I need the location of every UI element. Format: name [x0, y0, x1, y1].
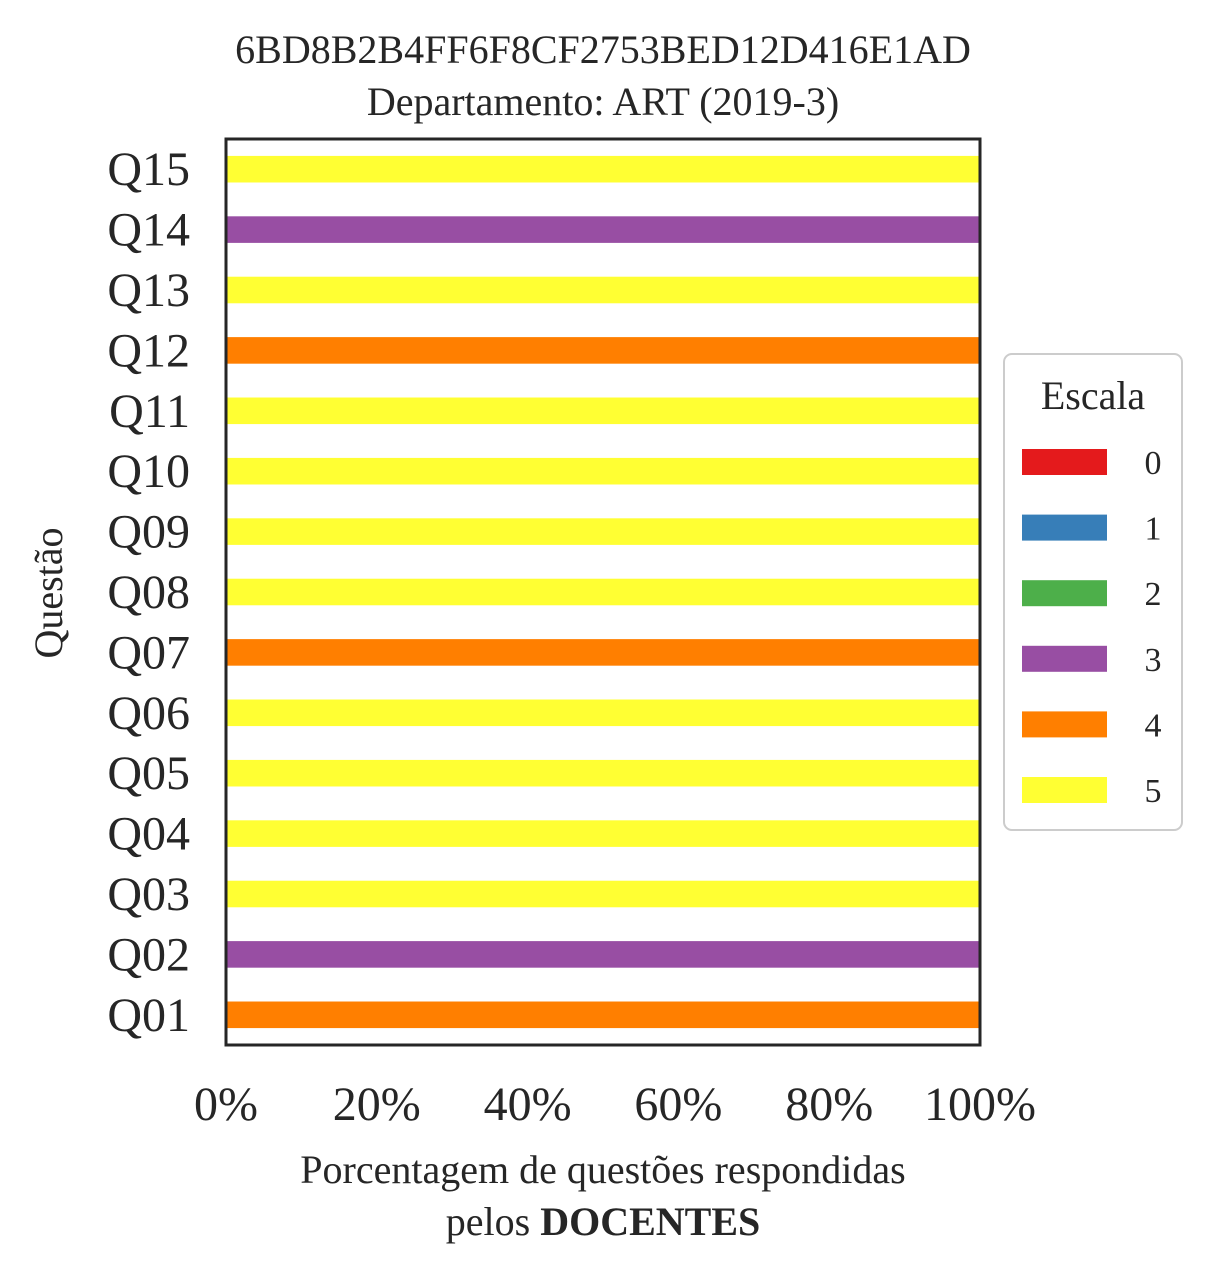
- y-tick-q01: Q01: [107, 989, 190, 1042]
- y-tick-q09: Q09: [107, 506, 190, 559]
- bar-q14-scale-3: [226, 216, 980, 243]
- bar-q10-scale-5: [226, 457, 980, 485]
- legend-title: Escala: [1041, 373, 1146, 418]
- x-tick-80: 80%: [785, 1078, 873, 1131]
- legend-swatch-3: [1022, 645, 1107, 672]
- x-axis-label-prefix: pelos: [446, 1199, 540, 1244]
- bar-q01-scale-4: [226, 1001, 980, 1029]
- y-tick-q05: Q05: [107, 747, 190, 800]
- bars-group: [226, 155, 980, 1029]
- y-tick-q15: Q15: [107, 143, 190, 196]
- y-tick-q04: Q04: [107, 808, 190, 861]
- x-tick-20: 20%: [333, 1078, 421, 1131]
- bar-q08-scale-5: [226, 578, 980, 606]
- legend-label-2: 2: [1145, 576, 1162, 613]
- x-tick-40: 40%: [484, 1078, 572, 1131]
- y-tick-q13: Q13: [107, 264, 190, 317]
- chart-subtitle: Departamento: ART (2019-3): [367, 79, 839, 124]
- y-tick-q10: Q10: [107, 445, 190, 498]
- x-axis-label-line2: pelos DOCENTES: [446, 1199, 761, 1244]
- bar-q13-scale-5: [226, 276, 980, 304]
- legend-swatch-1: [1022, 514, 1107, 541]
- bar-q07-scale-4: [226, 639, 980, 666]
- bar-q02-scale-3: [226, 941, 980, 968]
- legend-swatch-4: [1022, 711, 1107, 738]
- legend-items: 0 1 2 3 4 5: [1022, 445, 1162, 810]
- x-tick-0: 0%: [194, 1078, 258, 1131]
- bar-q12-scale-4: [226, 337, 980, 364]
- y-tick-q14: Q14: [107, 204, 190, 257]
- x-axis-label-bold: DOCENTES: [540, 1199, 760, 1244]
- y-axis-label: Questão: [26, 527, 71, 658]
- y-tick-q03: Q03: [107, 868, 190, 921]
- legend-label-4: 4: [1145, 707, 1162, 744]
- bar-q09-scale-5: [226, 518, 980, 545]
- y-tick-q12: Q12: [107, 324, 190, 377]
- plot-frame: [224, 137, 982, 1047]
- y-tick-labels: Q01 Q02 Q03 Q04 Q05 Q06 Q07 Q08 Q09 Q10 Q11 Q12 Q13 Q…: [107, 143, 190, 1042]
- x-tick-labels: 0% 20% 40% 60% 80% 100%: [194, 1078, 1036, 1131]
- bar-q15-scale-5: [226, 155, 980, 183]
- bar-q05-scale-5: [226, 759, 980, 787]
- bar-q03-scale-5: [226, 880, 980, 908]
- legend-label-0: 0: [1145, 445, 1162, 482]
- legend-label-1: 1: [1145, 511, 1162, 548]
- legend: Escala 0 1 2 3 4 5: [1003, 353, 1183, 831]
- x-tick-60: 60%: [634, 1078, 722, 1131]
- bar-q04-scale-5: [226, 820, 980, 847]
- y-tick-q08: Q08: [107, 566, 190, 619]
- chart-title: 6BD8B2B4FF6F8CF2753BED12D416E1AD: [235, 27, 971, 72]
- legend-swatch-0: [1022, 449, 1107, 475]
- legend-swatch-2: [1022, 580, 1107, 607]
- x-axis-label-line1: Porcentagem de questões respondidas: [300, 1147, 905, 1192]
- y-tick-q07: Q07: [107, 626, 190, 679]
- bar-q11-scale-5: [226, 397, 980, 425]
- y-tick-q11: Q11: [109, 385, 190, 438]
- x-tick-100: 100%: [924, 1078, 1036, 1131]
- bar-q06-scale-5: [226, 699, 980, 727]
- legend-label-3: 3: [1145, 642, 1162, 679]
- legend-label-5: 5: [1145, 773, 1162, 810]
- y-tick-q06: Q06: [107, 687, 190, 740]
- y-tick-q02: Q02: [107, 928, 190, 981]
- legend-swatch-5: [1022, 777, 1107, 803]
